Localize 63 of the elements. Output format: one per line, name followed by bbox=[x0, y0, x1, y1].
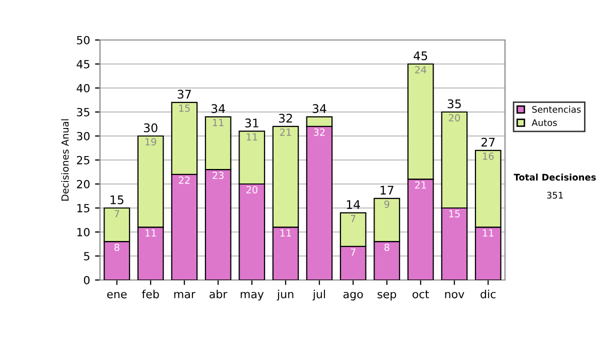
total-label: 27 bbox=[481, 138, 495, 147]
data-label: 11 bbox=[280, 229, 291, 237]
data-label: 11 bbox=[483, 229, 494, 237]
data-label: 7 bbox=[350, 248, 356, 256]
y-axis-title: Decisiones Anual bbox=[61, 119, 69, 201]
x-tick-label: ene bbox=[107, 292, 127, 298]
total-label: 32 bbox=[279, 114, 292, 123]
data-label: 23 bbox=[212, 172, 224, 180]
y-tick-label: 10 bbox=[77, 228, 90, 236]
y-tick-label: 35 bbox=[76, 108, 90, 116]
data-label: 21 bbox=[415, 181, 426, 189]
legend-label: Autos bbox=[532, 119, 557, 126]
legend-label: Sentencias bbox=[532, 106, 581, 113]
total-label: 34 bbox=[212, 104, 225, 114]
total-label: 31 bbox=[245, 118, 258, 128]
data-label: 11 bbox=[213, 119, 224, 126]
y-tick-label: 45 bbox=[76, 60, 90, 68]
y-tick-label: 30 bbox=[76, 132, 90, 140]
y-tick-label: 40 bbox=[76, 84, 90, 92]
data-label: 16 bbox=[483, 152, 494, 160]
x-tick-label: feb bbox=[142, 290, 159, 298]
data-label: 19 bbox=[146, 138, 156, 146]
data-label: 20 bbox=[246, 186, 258, 194]
total-label: 35 bbox=[448, 99, 461, 108]
data-label: 15 bbox=[449, 210, 460, 218]
text: Total Decisiones bbox=[514, 174, 596, 181]
total-label: 45 bbox=[414, 52, 428, 60]
x-tick-label: mar bbox=[174, 292, 196, 298]
y-tick-label: 25 bbox=[76, 156, 90, 164]
data-label: 15 bbox=[179, 104, 190, 112]
total-label: 30 bbox=[144, 123, 158, 132]
data-label: 11 bbox=[246, 133, 258, 141]
x-tick-label: may bbox=[240, 292, 264, 300]
total-label: 37 bbox=[178, 90, 191, 99]
x-tick-label: ago bbox=[343, 292, 363, 300]
x-tick-label: jun bbox=[276, 290, 294, 300]
data-label: 32 bbox=[314, 128, 325, 136]
y-tick-label: 20 bbox=[76, 180, 90, 188]
x-tick-label: oct bbox=[412, 290, 429, 298]
y-tick-label: 0 bbox=[84, 276, 90, 284]
text: 351 bbox=[547, 192, 563, 199]
y-tick-label: 5 bbox=[84, 252, 90, 260]
x-tick-label: sep bbox=[378, 292, 396, 300]
total-label: 14 bbox=[346, 200, 360, 209]
x-tick-label: dic bbox=[480, 290, 496, 298]
data-label: 7 bbox=[350, 215, 356, 222]
data-label: 11 bbox=[146, 229, 156, 237]
y-tick-label: 50 bbox=[76, 36, 90, 44]
data-label: 7 bbox=[114, 210, 120, 218]
x-tick-label: nov bbox=[445, 292, 464, 298]
data-label: 9 bbox=[384, 200, 390, 208]
data-label: 24 bbox=[415, 66, 426, 74]
data-label: 21 bbox=[280, 128, 291, 136]
total-label: 17 bbox=[380, 186, 394, 195]
y-tick-label: 15 bbox=[77, 204, 90, 212]
total-label: 34 bbox=[312, 104, 326, 114]
data-label: 22 bbox=[178, 176, 190, 184]
data-label: 8 bbox=[114, 244, 120, 252]
x-tick-label: abr bbox=[210, 290, 228, 298]
data-label: 8 bbox=[384, 244, 390, 252]
x-tick-label: jul bbox=[312, 290, 325, 300]
data-label: 20 bbox=[448, 114, 460, 122]
total-label: 15 bbox=[110, 196, 124, 204]
